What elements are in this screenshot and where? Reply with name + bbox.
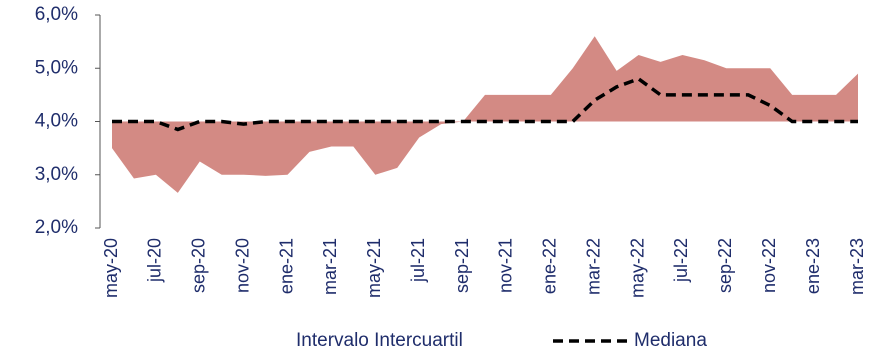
y-tick-label: 4,0%: [35, 111, 78, 132]
x-tick-label: sep-20: [189, 238, 209, 293]
x-tick-label: ene-22: [540, 238, 560, 294]
legend-label: Intervalo Intercuartil: [296, 330, 463, 351]
x-tick-label: sep-22: [715, 238, 735, 293]
legend-label: Mediana: [634, 330, 707, 351]
x-tick-label: nov-21: [496, 238, 516, 293]
x-tick-label: may-20: [101, 238, 121, 298]
x-tick-label: jul-22: [671, 238, 691, 283]
x-tick-label: mar-22: [583, 238, 603, 295]
x-tick-label: jul-21: [408, 238, 428, 283]
y-tick-label: 3,0%: [35, 164, 78, 185]
x-tick-label: ene-23: [803, 238, 823, 294]
x-tick-label: mar-21: [320, 238, 340, 295]
x-tick-label: may-22: [627, 238, 647, 298]
x-tick-label: jul-20: [145, 238, 165, 283]
x-tick-label: nov-20: [232, 238, 252, 293]
x-tick-label: mar-23: [847, 238, 867, 295]
x-tick-label: ene-21: [276, 238, 296, 294]
median-line: [112, 76, 858, 132]
x-tick-label: may-21: [364, 238, 384, 298]
x-tick-label: sep-21: [452, 238, 472, 293]
iqr-band: [112, 36, 858, 193]
y-tick-label: 5,0%: [35, 57, 78, 78]
x-tick-label: nov-22: [759, 238, 779, 293]
y-tick-label: 2,0%: [35, 217, 78, 238]
y-tick-label: 6,0%: [35, 4, 78, 25]
